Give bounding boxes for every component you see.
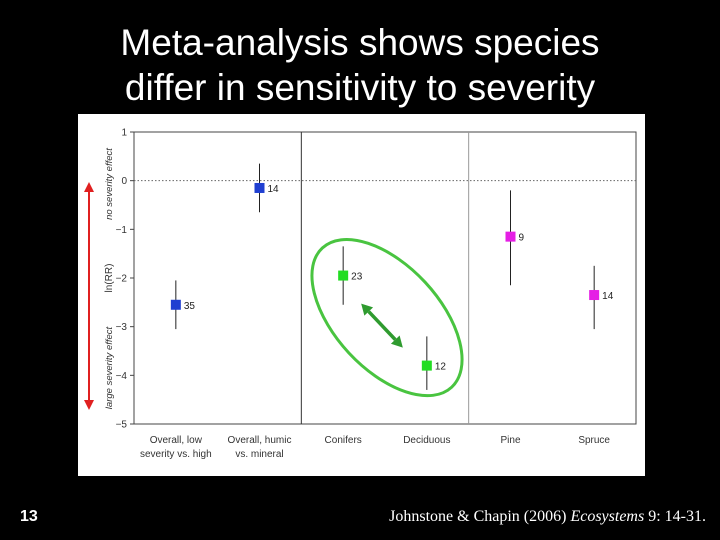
mark-layer: 35 14 23 12 9 14: [84, 163, 614, 410]
contrast-arrow-head: [361, 303, 374, 316]
data-point: [589, 290, 600, 301]
y-tick-label: 0: [121, 176, 127, 187]
sample-size-label: 23: [351, 272, 363, 283]
arrow-head-up: [84, 182, 94, 192]
citation-authors: Johnstone & Chapin (2006): [389, 508, 571, 525]
meta-analysis-chart: 1 0 −1 −2 −3 −4 −5 Overall, low severity vs. hig…: [84, 128, 637, 460]
sample-size-label: 14: [602, 291, 614, 302]
data-point: [170, 299, 181, 310]
highlight-ellipse: [310, 238, 464, 398]
sample-size-label: 14: [268, 184, 280, 195]
x-category-label: Deciduous: [403, 435, 450, 446]
x-category-label: Pine: [500, 435, 520, 446]
large-severity-effect-label: large severity effect: [104, 326, 115, 409]
sample-size-label: 9: [519, 233, 525, 244]
sample-size-label: 35: [184, 301, 196, 312]
arrow-head-down: [84, 400, 94, 410]
chart-panel: 1 0 −1 −2 −3 −4 −5 Overall, low severity vs. hig…: [78, 114, 645, 476]
citation: Johnstone & Chapin (2006) Ecosystems 9: …: [389, 508, 706, 526]
slide-title: Meta-analysis shows species differ in se…: [60, 20, 660, 110]
data-point: [254, 182, 265, 193]
contrast-arrow-head: [390, 335, 403, 348]
y-axis-label: ln(RR): [104, 264, 115, 293]
y-tick-label: −3: [116, 322, 128, 333]
x-category-label: Spruce: [578, 435, 610, 446]
y-tick-label: −4: [116, 371, 128, 382]
x-category-label: vs. mineral: [235, 449, 283, 460]
data-point: [338, 270, 349, 281]
data-point: [421, 360, 432, 371]
x-category-label: Overall, low: [150, 435, 203, 446]
data-point: [505, 231, 516, 242]
citation-rest: 9: 14-31.: [644, 508, 706, 525]
contrast-arrow: [367, 310, 397, 341]
y-tick-label: 1: [121, 128, 127, 139]
x-category-label: Conifers: [325, 435, 362, 446]
axis-layer: 1 0 −1 −2 −3 −4 −5 Overall, low severity vs. hig…: [116, 128, 636, 460]
title-line-1: Meta-analysis shows species: [120, 22, 600, 63]
x-category-label: Overall, humic: [228, 435, 292, 446]
citation-journal: Ecosystems: [570, 508, 645, 525]
plot-area: [133, 131, 637, 425]
x-category-label: severity vs. high: [140, 449, 212, 460]
no-severity-effect-label: no severity effect: [104, 148, 115, 220]
sample-size-label: 12: [435, 362, 447, 373]
slide-number: 13: [20, 508, 38, 525]
title-line-2: differ in sensitivity to severity: [124, 67, 596, 108]
y-tick-label: −2: [116, 274, 128, 285]
y-tick-label: −5: [116, 420, 128, 431]
y-tick-label: −1: [116, 225, 128, 236]
